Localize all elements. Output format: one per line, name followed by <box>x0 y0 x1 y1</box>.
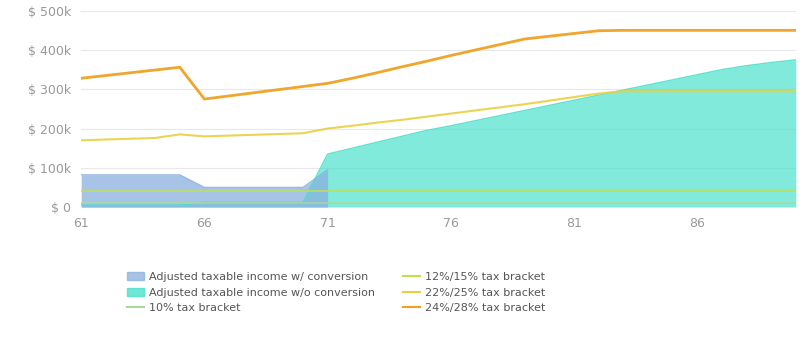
Legend: Adjusted taxable income w/ conversion, Adjusted taxable income w/o conversion, 1: Adjusted taxable income w/ conversion, A… <box>122 268 549 318</box>
